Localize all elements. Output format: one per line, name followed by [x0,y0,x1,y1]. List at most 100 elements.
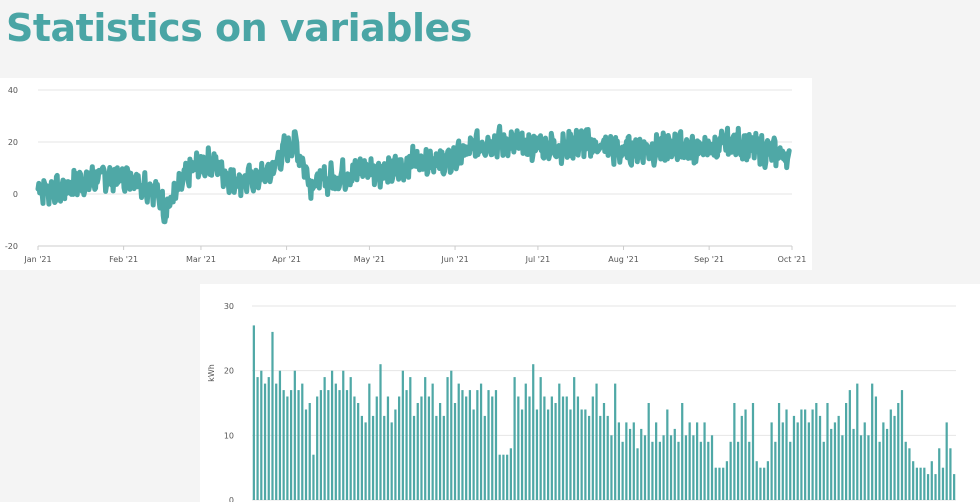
bar [401,370,404,500]
bar [628,428,632,500]
bar [438,403,442,500]
bar [368,383,371,500]
bar [785,409,788,500]
x-tick-label: Jan '21 [23,255,51,264]
bar [856,383,859,500]
y-tick-label: 20 [8,138,18,147]
bar [398,396,401,500]
bar [953,474,956,500]
bar [900,390,904,500]
bar [539,377,542,500]
bar [804,409,807,500]
bar [871,383,874,500]
bar [926,474,930,500]
bar [673,428,676,500]
bar [725,461,729,500]
bar [684,435,688,500]
y-tick-label: 0 [229,496,234,502]
bar [487,390,490,500]
bar [420,396,423,500]
bar [412,415,416,500]
bar [468,390,472,500]
line-series [35,123,792,225]
bar [621,441,624,500]
bar [506,454,509,500]
bar [669,435,673,500]
bar [312,454,315,500]
bar [252,325,255,500]
bar [550,396,553,500]
page-title: Statistics on variables [6,6,472,50]
bar [308,403,311,500]
bar [833,422,837,500]
bar [643,435,647,500]
bar [692,435,695,500]
bar [479,383,483,500]
bar [640,428,643,500]
bar [390,422,393,500]
bar [740,415,743,500]
bar [908,448,911,500]
bar [416,403,419,500]
bar [442,415,445,500]
bar [334,383,337,500]
bar [770,422,773,500]
y-tick-label: 0 [13,190,18,199]
bar [677,441,680,500]
bar [755,461,758,500]
bar [357,403,360,500]
x-tick-label: Aug '21 [608,255,639,264]
bar [934,474,937,500]
x-tick-label: Sep '21 [694,255,724,264]
bar [282,390,285,500]
bar [293,370,296,500]
bar [710,435,714,500]
bar [517,396,520,500]
bar [815,403,818,500]
bar [289,390,293,500]
bar [885,428,889,500]
bar [349,377,352,500]
bar [852,428,855,500]
bar [304,409,308,500]
bar [323,377,326,500]
bar [260,370,263,500]
bar [923,467,926,500]
bar [375,396,378,500]
bar [930,461,933,500]
bar [476,390,479,500]
bar [863,422,866,500]
bar [427,396,431,500]
bar [889,409,892,500]
bar [364,422,367,500]
bar [841,435,844,500]
bar [599,415,602,500]
bar [327,390,330,500]
bar [878,441,881,500]
line-chart-panel: -20 0 20 40 Jan '21 Feb '21 Mar '21 Apr '21 May … [0,78,812,270]
bar [532,364,535,500]
bar [617,422,621,500]
bar [893,415,896,500]
bar [796,422,799,500]
y-tick-label: 40 [8,86,18,95]
bar [338,390,341,500]
bar [636,448,639,500]
bar [655,422,658,500]
x-tick-label: Apr '21 [272,255,301,264]
bar [528,396,531,500]
bar [535,409,539,500]
bar [751,403,755,500]
y-tick-label: -20 [5,242,18,251]
bar [811,409,814,500]
bar [580,409,583,500]
bar [897,403,900,500]
bar [345,390,349,500]
bar [513,377,516,500]
bar [714,467,717,500]
bar [595,383,598,500]
bar [763,467,766,500]
x-tick-label: Jul '21 [525,255,551,264]
bar [498,454,501,500]
bar [915,467,918,500]
